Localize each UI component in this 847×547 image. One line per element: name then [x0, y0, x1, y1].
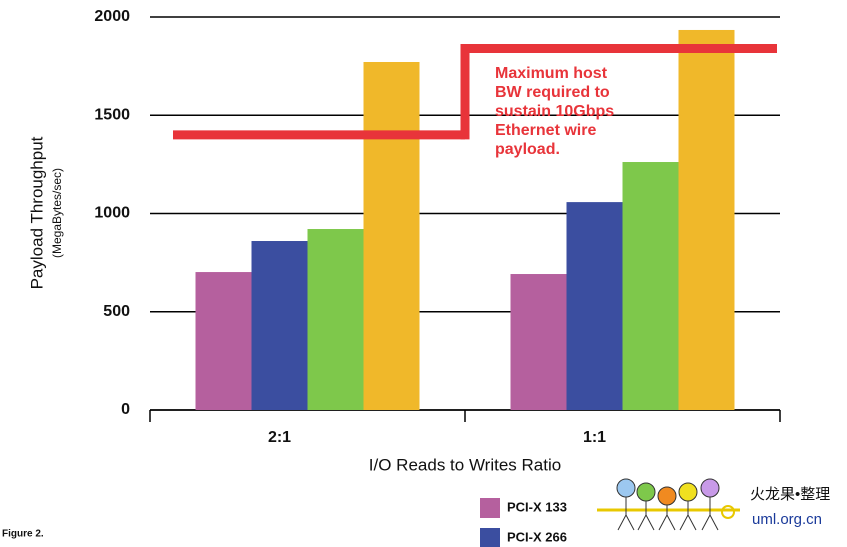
- legend-label: PCI-X 133: [507, 499, 567, 514]
- bar: [195, 272, 252, 410]
- caption: Figure 2.: [2, 529, 44, 540]
- x-tick-label: 2:1: [268, 429, 291, 446]
- x-axis-label: I/O Reads to Writes Ratio: [369, 455, 561, 474]
- watermark-text: 火龙果•整理: [750, 486, 830, 503]
- y-tick-label: 2000: [94, 8, 130, 25]
- watermark-logo: [597, 478, 740, 531]
- y-tick-label: 0: [121, 401, 130, 418]
- annotation: Maximum host: [495, 65, 608, 82]
- y-tick-label: 1500: [94, 106, 130, 123]
- annotation: sustain 10Gbps: [495, 103, 614, 120]
- bar: [363, 61, 420, 410]
- y-axis-sublabel: (MegaBytes/sec): [50, 168, 64, 258]
- legend-swatch: [480, 528, 500, 547]
- bar: [566, 202, 623, 410]
- legend-label: PCI-X 266: [507, 529, 567, 544]
- bar: [251, 241, 308, 410]
- annotation: BW required to: [495, 84, 610, 101]
- y-tick-label: 1000: [94, 205, 130, 222]
- bar: [622, 162, 679, 410]
- bar: [678, 29, 735, 411]
- annotation: payload.: [495, 141, 560, 158]
- y-tick-label: 500: [103, 303, 130, 320]
- x-tick-label: 1:1: [583, 429, 606, 446]
- legend-swatch: [480, 498, 500, 518]
- annotation: Ethernet wire: [495, 122, 596, 139]
- bar: [510, 274, 567, 410]
- bar: [307, 229, 364, 410]
- y-axis-label: Payload Throughput: [27, 136, 46, 289]
- watermark-url: uml.org.cn: [752, 511, 822, 528]
